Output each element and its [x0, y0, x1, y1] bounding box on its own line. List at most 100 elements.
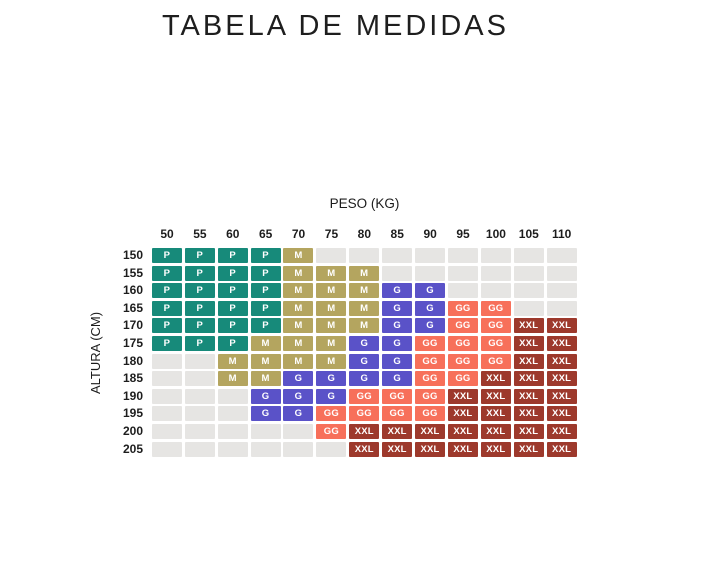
table-row: 200 GG XXL XXL XXL XXL XXL XXL XXL: [104, 423, 577, 439]
page-title: TABELA DE MEDIDAS: [162, 10, 509, 42]
empty-cell: [546, 283, 577, 299]
size-cell-xxl: XXL: [382, 441, 413, 457]
size-cell-m: M: [283, 248, 314, 263]
empty-cell: [217, 441, 248, 457]
empty-cell: [217, 406, 248, 422]
size-cell-p: P: [184, 265, 215, 281]
size-cell-xxl: XXL: [447, 406, 478, 422]
size-cell-m: M: [316, 265, 347, 281]
size-cell-g: G: [382, 283, 413, 299]
size-cell-m: M: [316, 300, 347, 316]
size-cell-p: P: [151, 300, 182, 316]
size-cell-gg: GG: [480, 318, 511, 334]
empty-cell: [184, 353, 215, 369]
empty-cell: [151, 441, 182, 457]
col-header-weight: 50: [160, 227, 174, 241]
size-cell-p: P: [184, 318, 215, 334]
x-axis-title: PESO (KG): [329, 196, 400, 211]
size-cell-g: G: [283, 371, 314, 387]
table-row: 195 G G GG GG GG GG XXL XXL XXL XXL: [104, 406, 577, 422]
row-label-height: 205: [122, 441, 143, 456]
size-cell-p: P: [151, 283, 182, 299]
row-label-height: 155: [122, 265, 143, 280]
empty-cell: [415, 265, 446, 281]
size-cell-g: G: [382, 318, 413, 334]
size-cell-gg: GG: [447, 335, 478, 351]
empty-cell: [447, 283, 478, 299]
size-cell-xxl: XXL: [480, 371, 511, 387]
empty-cell: [151, 353, 182, 369]
size-cell-p: P: [217, 248, 248, 263]
size-cell-xxl: XXL: [480, 388, 511, 404]
empty-cell: [283, 423, 314, 439]
size-cell-g: G: [316, 388, 347, 404]
size-cell-p: P: [184, 335, 215, 351]
size-cell-gg: GG: [415, 406, 446, 422]
empty-cell: [184, 441, 215, 457]
size-cell-m: M: [217, 371, 248, 387]
size-cell-gg: GG: [349, 388, 380, 404]
size-cell-xxl: XXL: [546, 335, 577, 351]
row-label-height: 200: [122, 423, 143, 438]
row-label-height: 175: [122, 335, 143, 350]
size-cell-m: M: [316, 353, 347, 369]
size-cell-g: G: [415, 318, 446, 334]
empty-cell: [349, 248, 380, 263]
table-row: 150 P P P P M: [104, 248, 577, 263]
size-cell-g: G: [382, 300, 413, 316]
size-cell-p: P: [151, 248, 182, 263]
empty-cell: [447, 248, 478, 263]
size-cell-m: M: [316, 335, 347, 351]
row-label-height: 150: [122, 248, 143, 262]
size-cell-p: P: [217, 335, 248, 351]
empty-cell: [382, 265, 413, 281]
empty-cell: [217, 423, 248, 439]
col-header-weight: 70: [291, 227, 306, 241]
empty-cell: [382, 248, 413, 263]
row-label-height: 180: [122, 353, 143, 368]
row-label-height: 195: [122, 406, 143, 421]
size-cell-m: M: [349, 300, 380, 316]
size-cell-gg: GG: [415, 335, 446, 351]
size-cell-xxl: XXL: [349, 441, 380, 457]
size-cell-p: P: [217, 300, 248, 316]
size-cell-gg: GG: [316, 406, 347, 422]
empty-cell: [447, 265, 478, 281]
size-cell-p: P: [184, 248, 215, 263]
size-cell-m: M: [283, 353, 314, 369]
size-cell-gg: GG: [415, 371, 446, 387]
size-cell-m: M: [283, 265, 314, 281]
table-row: 165 P P P P M M M G G GG GG: [104, 300, 577, 316]
empty-cell: [480, 283, 511, 299]
size-cell-xxl: XXL: [415, 423, 446, 439]
size-cell-p: P: [151, 318, 182, 334]
size-cell-g: G: [415, 300, 446, 316]
size-cell-m: M: [349, 283, 380, 299]
weight-header-row: 50 55 60 65 70 75 80 85 90 95 100 105 110: [152, 227, 577, 241]
col-header-weight: 60: [226, 227, 240, 241]
size-cell-m: M: [217, 353, 248, 369]
size-cell-gg: GG: [382, 406, 413, 422]
size-cell-gg: GG: [349, 406, 380, 422]
empty-cell: [283, 441, 314, 457]
size-cell-gg: GG: [480, 353, 511, 369]
size-cell-xxl: XXL: [546, 406, 577, 422]
table-row: 180 M M M M G G GG GG GG XXL XXL: [104, 353, 577, 369]
size-cell-m: M: [283, 335, 314, 351]
size-grid: 150 P P P P M 155 P P P P M M M 160 P P P P M M M G G 165 P P P P M M M…: [104, 248, 577, 457]
size-cell-g: G: [250, 388, 281, 404]
size-cell-xxl: XXL: [513, 406, 544, 422]
size-cell-xxl: XXL: [349, 423, 380, 439]
empty-cell: [546, 265, 577, 281]
empty-cell: [151, 423, 182, 439]
empty-cell: [480, 265, 511, 281]
col-header-weight: 55: [193, 227, 207, 241]
size-cell-p: P: [151, 265, 182, 281]
size-cell-g: G: [283, 388, 314, 404]
size-cell-xxl: XXL: [480, 441, 511, 457]
size-cell-m: M: [250, 335, 281, 351]
empty-cell: [250, 423, 281, 439]
size-cell-p: P: [217, 283, 248, 299]
empty-cell: [316, 441, 347, 457]
